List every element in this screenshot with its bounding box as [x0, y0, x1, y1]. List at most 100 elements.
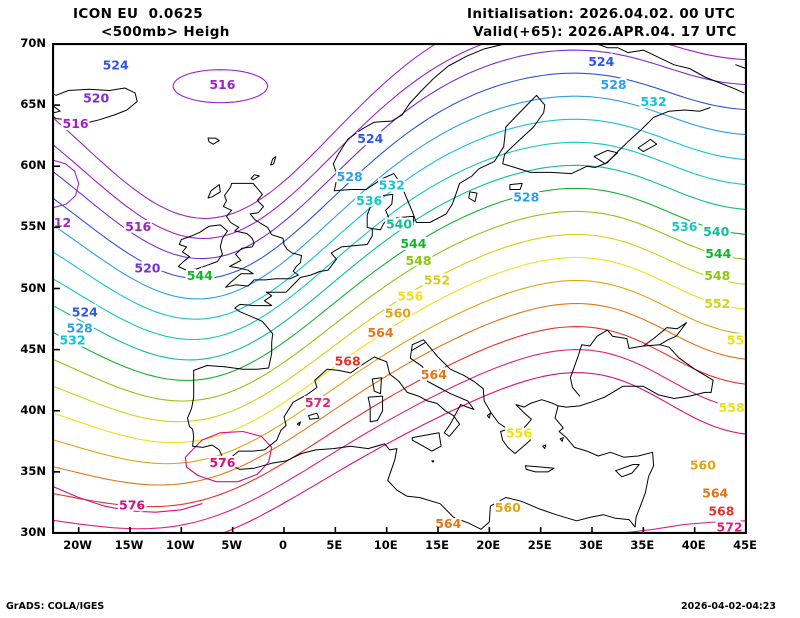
- contour-516: [52, 43, 488, 240]
- contour-label-544-25: 544: [187, 268, 213, 283]
- x-axis-label-20W: 20W: [63, 538, 92, 552]
- initialisation-label: Initialisation: 2026.04.02. 00 UTC: [467, 6, 736, 22]
- contour-label-halo: 560: [385, 306, 411, 321]
- contour-label-halo: 544: [187, 268, 213, 283]
- contour-516-cell: [172, 69, 269, 104]
- contour-label-halo: 556: [506, 425, 532, 440]
- contour-plot-area: 5245245205205165165165165125125165165205…: [52, 43, 747, 534]
- coastline-segment: [559, 437, 564, 442]
- contour-label-576-23: 576: [209, 455, 235, 470]
- contour-label-556-37: 556: [506, 425, 532, 440]
- contour-512: [52, 43, 439, 219]
- contour-label-520-6: 520: [134, 260, 160, 275]
- coastline-segment: [642, 322, 687, 347]
- coastline-segment: [360, 339, 475, 437]
- y-axis-label-70N: 70N: [20, 36, 46, 50]
- coastline-segment: [542, 444, 547, 450]
- contour-label-halo: 536: [671, 219, 697, 234]
- contour-564: [52, 302, 747, 486]
- contour-label-528-8: 528: [67, 320, 93, 335]
- render-timestamp: 2026-04-02-04:23: [681, 601, 776, 612]
- contour-label-560-40: 560: [495, 500, 521, 515]
- y-axis-label-65N: 65N: [20, 97, 46, 112]
- contour-label-568-42: 568: [708, 504, 734, 519]
- contour-528: [52, 95, 747, 300]
- contour-label-halo: 568: [335, 353, 361, 368]
- contour-label-536-30: 536: [671, 219, 697, 234]
- contour-label-568-21: 568: [335, 353, 361, 368]
- contour-524: [52, 72, 747, 280]
- y-axis-label-35N: 35N: [20, 463, 46, 478]
- contour-label-halo: 568: [708, 504, 734, 519]
- contour-label-halo: 544: [400, 236, 426, 251]
- contour-label-halo: 564: [367, 325, 393, 340]
- contour-label-540-31: 540: [703, 224, 729, 239]
- coastline-segment: [332, 43, 745, 192]
- contour-label-560-39: 560: [690, 457, 716, 472]
- contour-label-halo: 528: [337, 169, 363, 184]
- x-axis-label-35E: 35E: [630, 538, 655, 552]
- coastline-segment: [524, 465, 555, 473]
- x-axis-label-15E: 15E: [425, 538, 449, 552]
- contour-label-524-10: 524: [357, 131, 383, 146]
- contour-label-544-15: 544: [400, 236, 426, 251]
- contour-label-520-1: 520: [83, 91, 109, 106]
- contour-572: [52, 349, 747, 530]
- contour-516: [662, 43, 747, 61]
- coastline-segment: [222, 443, 636, 530]
- coastline-segment: [367, 395, 384, 423]
- contour-label-halo: 572: [717, 520, 743, 534]
- x-axis-label-45E: 45E: [733, 538, 757, 552]
- coastline-segment: [615, 464, 640, 478]
- contour-label-halo: 548: [704, 268, 730, 283]
- x-axis-label-10W: 10W: [165, 538, 195, 552]
- coastline-segment: [554, 405, 655, 528]
- contour-552: [52, 233, 747, 423]
- coastline-segment: [468, 191, 478, 203]
- coastline-segment: [222, 182, 302, 288]
- contour-label-528-11: 528: [337, 169, 363, 184]
- contour-label-556-18: 556: [397, 289, 423, 304]
- x-axis-label-30E: 30E: [579, 538, 603, 552]
- contour-label-halo: 528: [513, 190, 539, 205]
- contour-label-halo: 564: [421, 367, 447, 382]
- contour-label-halo: 558: [719, 400, 745, 415]
- contour-label-516-5: 516: [125, 219, 151, 234]
- contour-label-halo: 548: [405, 253, 431, 268]
- contour-536: [52, 141, 747, 341]
- contour-label-halo: 516: [63, 116, 89, 131]
- coastline-segment: [371, 377, 382, 395]
- contour-label-544-32: 544: [705, 246, 731, 261]
- producer-credit: GrADS: COLA/IGES: [6, 601, 105, 612]
- contour-576: [218, 372, 747, 534]
- contour-556: [52, 256, 747, 444]
- contour-label-512-4: 512: [52, 215, 71, 230]
- contour-lines: [52, 43, 747, 534]
- contour-label-564-36: 564: [421, 367, 447, 382]
- coastline-segment: [593, 149, 619, 165]
- y-axis-label-45N: 45N: [20, 341, 46, 356]
- contour-label-halo: 532: [59, 333, 85, 348]
- contour-label-halo: 576: [119, 498, 145, 513]
- contour-548: [52, 210, 747, 402]
- valid-time-label: Valid(+65): 2026.APR.04. 17 UTC: [473, 24, 737, 40]
- y-axis-label-55N: 55N: [20, 219, 46, 234]
- contour-label-halo: 560: [690, 457, 716, 472]
- contour-label-548-16: 548: [405, 253, 431, 268]
- contour-label-halo: 560: [495, 500, 521, 515]
- coastline-segment: [509, 182, 523, 190]
- coastline-segment: [366, 193, 394, 231]
- contour-label-516-2: 516: [63, 116, 89, 131]
- x-axis-label-15W: 15W: [114, 538, 144, 552]
- contour-label-halo: 528: [67, 320, 93, 335]
- contour-label-halo: 528: [601, 77, 627, 92]
- contour-label-558-38: 558: [719, 400, 745, 415]
- contour-label-halo: 532: [379, 177, 405, 192]
- y-axis-label-50N: 50N: [20, 280, 46, 295]
- contour-label-halo: 564: [702, 485, 728, 500]
- coastlines: [52, 43, 747, 530]
- contour-label-524-0: 524: [103, 58, 129, 73]
- contour-label-halo: 532: [641, 94, 667, 109]
- contour-label-halo: 544: [705, 246, 731, 261]
- coastline-segment: [266, 228, 373, 293]
